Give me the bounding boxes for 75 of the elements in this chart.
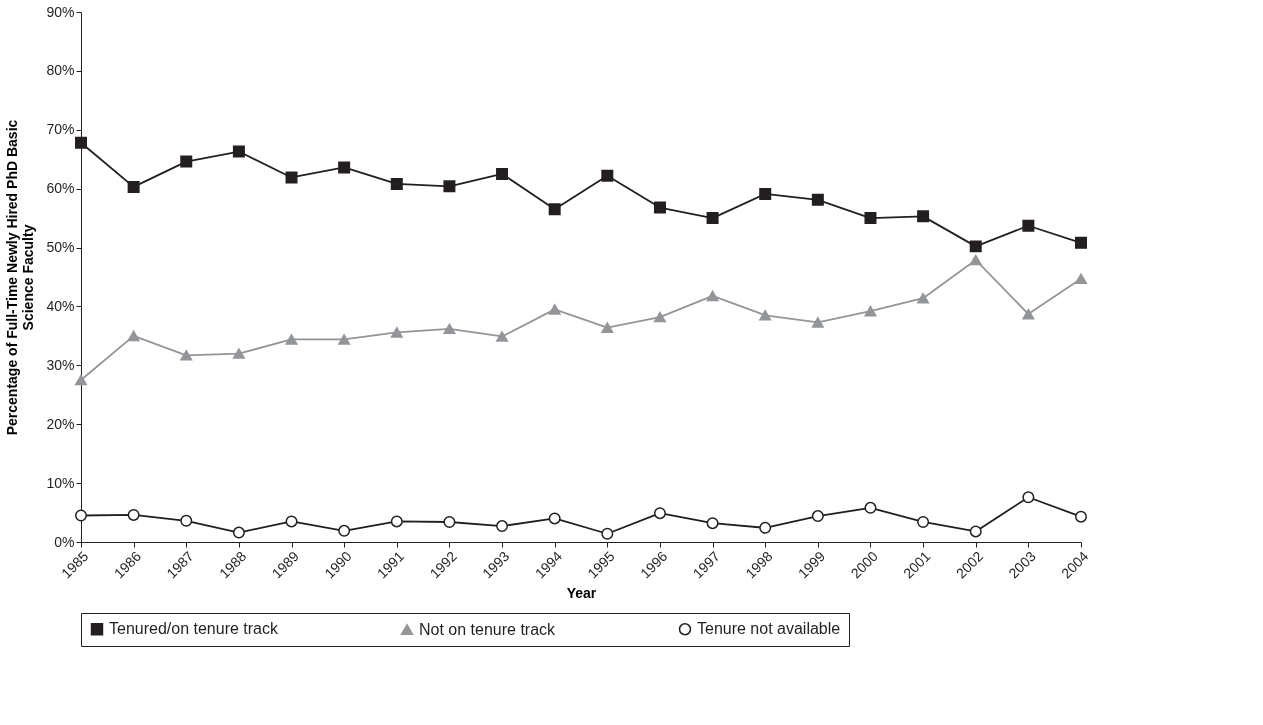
point (548, 512, 561, 525)
point (601, 169, 614, 182)
point (127, 508, 140, 521)
point (811, 317, 824, 328)
point (811, 510, 824, 523)
y-tick-label: 20% (46, 415, 75, 432)
point (1022, 308, 1035, 320)
point (496, 167, 509, 180)
point (706, 517, 719, 530)
point (1075, 236, 1087, 249)
point (601, 322, 614, 333)
point (864, 305, 877, 317)
point (443, 180, 456, 193)
point (864, 212, 877, 225)
y-tick-label: 80% (46, 62, 75, 79)
point (548, 304, 561, 315)
point (969, 525, 982, 538)
y-tick-label: 10% (46, 474, 75, 491)
point (338, 161, 351, 174)
point (1022, 491, 1035, 504)
point (180, 350, 193, 361)
y-tick-label: 90% (46, 3, 75, 20)
point (969, 240, 982, 253)
point (1075, 510, 1087, 523)
point (390, 327, 403, 338)
point (180, 155, 193, 168)
point (601, 527, 614, 540)
point (759, 309, 772, 321)
point (338, 334, 351, 345)
y-tick-label: 50% (46, 239, 75, 256)
x-axis-title: Year (566, 585, 597, 602)
point (180, 514, 193, 527)
legend-label: Not on tenure track (419, 620, 557, 638)
y-tick-label: 70% (46, 121, 75, 138)
point (811, 193, 824, 206)
point (706, 290, 719, 302)
point (653, 201, 666, 214)
point (75, 374, 87, 386)
point (653, 507, 666, 520)
point (285, 334, 298, 345)
point (285, 515, 298, 528)
point (75, 509, 87, 522)
y-tick-label: 30% (46, 356, 75, 373)
y-tick-label: 0% (54, 533, 75, 550)
legend-label: Tenure not available (697, 620, 841, 638)
point (706, 212, 719, 225)
point (232, 348, 245, 359)
point (232, 145, 245, 158)
y-tick-label: 60% (46, 180, 75, 197)
point (338, 524, 351, 537)
point (917, 292, 930, 304)
point (653, 311, 666, 323)
point (496, 520, 509, 533)
point (496, 331, 509, 342)
point (232, 526, 245, 539)
point (127, 180, 140, 193)
point (917, 515, 930, 528)
point (1075, 273, 1087, 285)
point (443, 515, 456, 528)
point (443, 323, 456, 335)
point (390, 177, 403, 190)
y-axis-title: Percentage of Full-Time Newly Hired PhD Basic Science Faculty (4, 119, 37, 436)
point (127, 330, 140, 342)
y-tick-label: 40% (46, 297, 75, 314)
point (390, 515, 403, 528)
point (548, 203, 561, 216)
point (759, 521, 772, 534)
legend-label: Tenured/on tenure track (109, 620, 279, 638)
point (917, 210, 930, 223)
point (1022, 219, 1035, 232)
point (75, 136, 87, 149)
point (759, 187, 772, 200)
point (285, 171, 298, 184)
point (969, 254, 982, 266)
point (864, 501, 877, 514)
